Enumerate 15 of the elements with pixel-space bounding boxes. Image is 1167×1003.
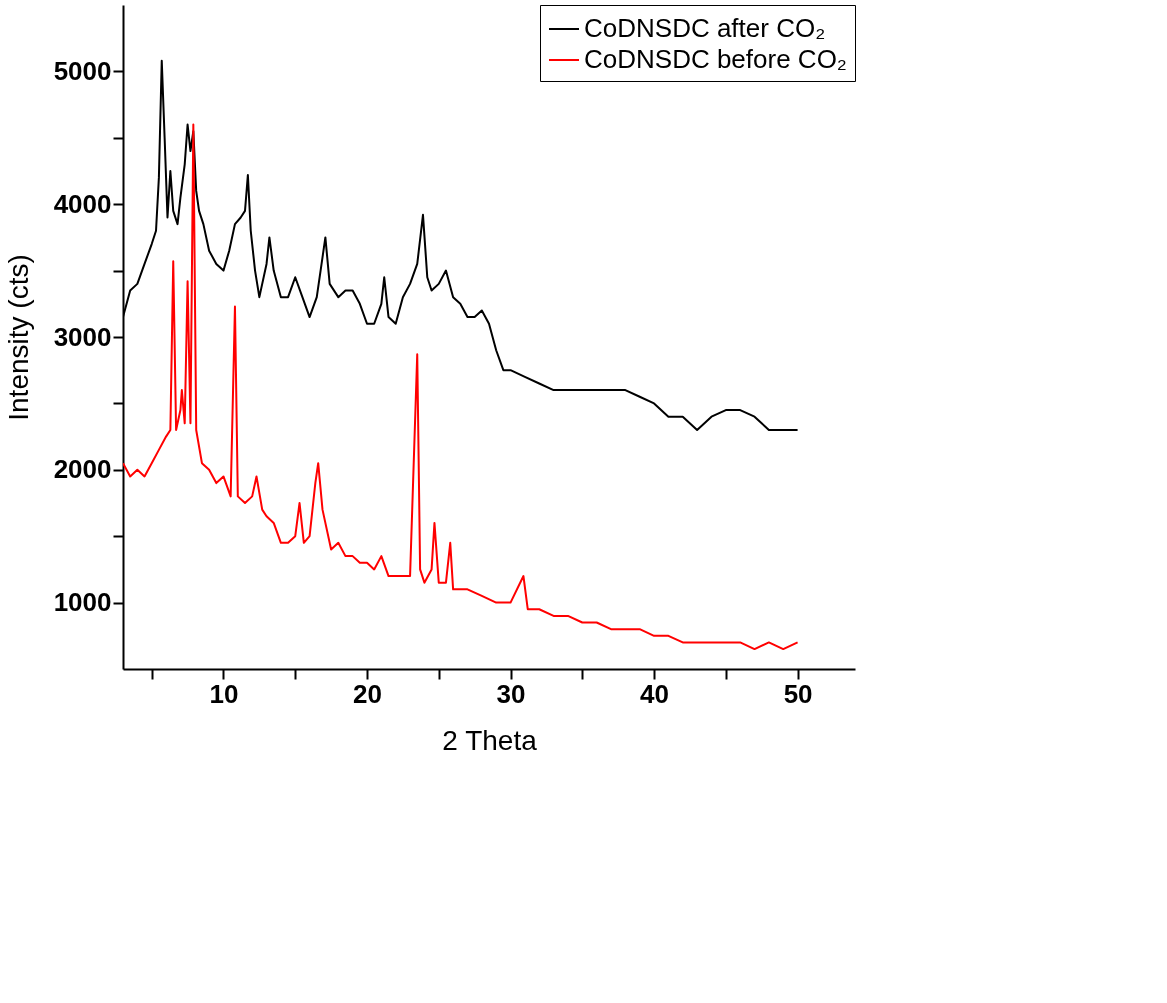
y-axis-title: Intensity (cts) [2,254,34,421]
y-tick-label: 5000 [53,55,112,86]
line-series [123,123,799,651]
y-tick-label: 2000 [53,454,112,485]
x-tick-label: 30 [496,678,526,709]
x-tick-label: 10 [209,678,239,709]
x-tick-label: 20 [353,678,382,709]
y-tick-label: 1000 [53,587,112,618]
y-tick-label: 4000 [53,188,112,219]
x-tick-label: 40 [640,678,670,709]
legend-label: CoDNSDC after CO₂ [584,13,826,43]
x-tick-label: 50 [783,678,813,709]
legend-label: CoDNSDC before CO₂ [584,44,847,74]
y-tick-label: 3000 [53,321,112,352]
x-axis-title: 2 Theta [442,724,538,756]
